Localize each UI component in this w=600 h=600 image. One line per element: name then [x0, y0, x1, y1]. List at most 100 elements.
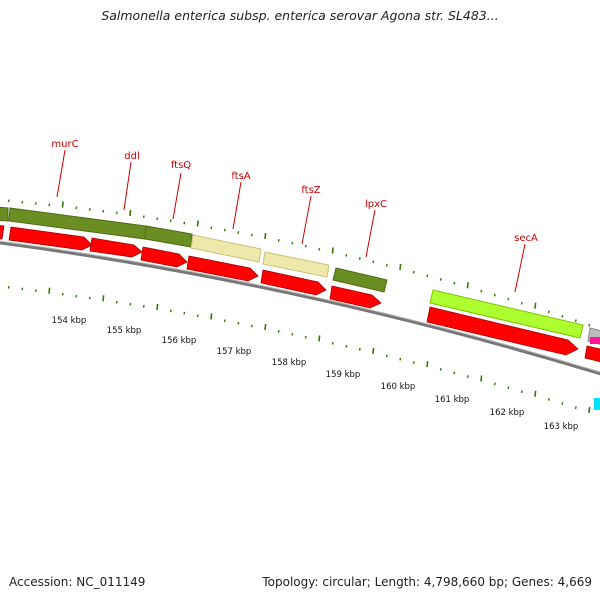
major-tick — [466, 282, 469, 289]
cds-arrow[interactable] — [89, 237, 143, 258]
cds-arrow[interactable] — [426, 306, 579, 356]
minor-tick — [399, 357, 402, 361]
gene-label-murc[interactable]: murC — [51, 139, 78, 150]
scale-label: 157 kbp — [217, 347, 252, 357]
major-tick — [534, 390, 537, 397]
minor-tick — [493, 382, 496, 386]
gene-bar[interactable] — [332, 267, 388, 293]
minor-tick — [75, 206, 78, 210]
minor-tick — [88, 208, 91, 211]
gene-label-lpxc[interactable]: lpxC — [365, 199, 387, 210]
minor-tick — [331, 341, 334, 345]
minor-tick — [412, 270, 415, 274]
major-tick — [399, 263, 402, 270]
gene-label-seca[interactable]: secA — [514, 233, 538, 244]
minor-tick — [183, 221, 186, 225]
major-tick — [588, 406, 591, 414]
major-tick — [372, 347, 375, 354]
gene-bar[interactable] — [190, 234, 262, 263]
minor-tick — [493, 293, 496, 297]
minor-tick — [169, 309, 172, 313]
minor-tick — [75, 294, 78, 298]
minor-tick — [61, 292, 64, 296]
gene-label-ftsq[interactable]: ftsQ — [171, 160, 191, 171]
cds-arrow[interactable] — [140, 246, 188, 268]
minor-tick — [439, 278, 442, 281]
minor-tick — [156, 217, 159, 221]
minor-tick — [345, 344, 348, 348]
gene-leader-line — [123, 161, 132, 211]
gene-label-ftsa[interactable]: ftsA — [231, 171, 250, 182]
outer-tick-track — [7, 199, 591, 327]
gene-bar[interactable] — [0, 206, 9, 222]
cds-track — [0, 225, 600, 410]
scale-label: 163 kbp — [544, 422, 579, 432]
gene-leader-line — [514, 243, 526, 293]
scale-label: 155 kbp — [107, 326, 142, 336]
minor-tick — [358, 257, 361, 260]
minor-tick — [196, 314, 199, 318]
major-tick — [196, 220, 199, 227]
minor-tick — [412, 361, 415, 364]
minor-tick — [507, 386, 510, 390]
minor-tick — [318, 247, 321, 251]
gene-bar[interactable] — [262, 251, 330, 278]
minor-tick — [520, 301, 523, 305]
gene-bar[interactable] — [429, 289, 584, 339]
cds-arrow[interactable] — [186, 255, 259, 282]
minor-tick — [34, 289, 37, 293]
cds-arrow[interactable] — [8, 226, 93, 251]
minor-tick — [277, 330, 280, 333]
gene-track — [0, 206, 600, 345]
major-tick — [534, 302, 537, 309]
major-tick — [156, 303, 159, 310]
scale-label: 162 kbp — [490, 408, 525, 418]
gene-leader-line — [56, 149, 66, 198]
minor-tick — [291, 241, 294, 245]
minor-tick — [547, 310, 550, 314]
gene-label-ddl[interactable]: ddl — [124, 151, 139, 162]
minor-tick — [88, 296, 91, 300]
minor-tick — [453, 371, 456, 375]
minor-tick — [345, 253, 348, 257]
minor-tick — [358, 347, 361, 351]
major-tick — [102, 295, 105, 302]
minor-tick — [7, 199, 10, 203]
minor-tick — [385, 263, 388, 267]
scale-label: 160 kbp — [381, 382, 416, 392]
major-tick — [331, 247, 334, 254]
gene-label-ftsz[interactable]: ftsZ — [301, 185, 320, 196]
scale-label: 156 kbp — [162, 336, 197, 346]
major-tick — [48, 287, 51, 294]
major-tick — [264, 323, 267, 330]
major-tick — [129, 209, 132, 217]
minor-tick — [129, 302, 132, 306]
scale-label: 159 kbp — [326, 370, 361, 380]
cds-arrow[interactable] — [329, 285, 382, 309]
minor-tick — [574, 406, 577, 410]
cds-arrow[interactable] — [0, 225, 5, 240]
major-tick — [61, 201, 64, 208]
scale-label: 158 kbp — [272, 358, 307, 368]
minor-tick — [102, 209, 105, 213]
minor-tick — [223, 319, 226, 323]
gene-leader-line — [365, 209, 376, 258]
minor-tick — [21, 287, 24, 291]
major-tick — [210, 313, 213, 320]
minor-tick — [466, 375, 469, 378]
misc-feature[interactable] — [594, 398, 600, 410]
cds-arrow[interactable] — [260, 269, 327, 296]
misc-feature[interactable] — [590, 337, 600, 344]
minor-tick — [426, 274, 429, 278]
gene-leader-line — [172, 172, 182, 220]
genome-summary: Topology: circular; Length: 4,798,660 bp… — [262, 575, 592, 589]
cds-arrow[interactable] — [584, 345, 600, 363]
minor-tick — [210, 226, 213, 230]
gene-bar[interactable] — [144, 225, 193, 248]
genome-title: Salmonella enterica subsp. enterica sero… — [101, 8, 499, 23]
minor-tick — [250, 324, 253, 328]
minor-tick — [48, 203, 51, 207]
minor-tick — [183, 311, 186, 315]
minor-tick — [115, 211, 118, 215]
